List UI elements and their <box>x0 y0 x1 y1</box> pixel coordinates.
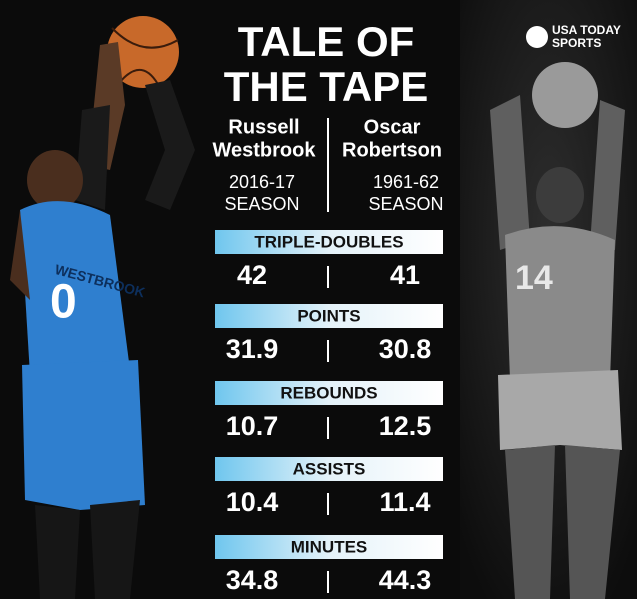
stat-value: 31.9 <box>226 334 279 364</box>
stat-label: POINTS <box>297 306 360 325</box>
logo-circle <box>526 26 548 48</box>
stat-value: 42 <box>237 260 267 290</box>
logo-text: SPORTS <box>552 36 601 50</box>
stat-label: REBOUNDS <box>280 383 377 402</box>
jersey-number: 0 <box>50 276 77 329</box>
right-player-photo: 14 <box>490 62 625 599</box>
jersey-number: 14 <box>515 259 553 297</box>
stat-value: 34.8 <box>226 565 279 595</box>
left-player-photo: WESTBROOK 0 <box>10 16 195 599</box>
stat-bar <box>215 535 443 559</box>
stat-bar <box>215 230 443 254</box>
stats: TRIPLE-DOUBLES 42 41 POINTS 31.9 30.8REBOUNDS… <box>215 230 443 595</box>
stat-value: 11.4 <box>379 487 430 517</box>
player-name: Westbrook <box>213 139 317 161</box>
stat-bar <box>215 457 443 481</box>
stat-bar <box>215 381 443 405</box>
stat-value: 12.5 <box>379 411 432 441</box>
stat-value: 41 <box>390 260 420 290</box>
player-name: Robertson <box>342 139 442 161</box>
title: THE TAPE <box>224 63 429 110</box>
title: TALE OF <box>238 18 415 65</box>
stat-value: 10.7 <box>226 411 279 441</box>
stat-bar <box>215 304 443 328</box>
stat-label: ASSISTS <box>293 459 366 478</box>
stat-label: MINUTES <box>291 537 368 556</box>
season: SEASON <box>224 194 299 214</box>
stat-label: TRIPLE-DOUBLES <box>254 232 403 251</box>
stat-value: 10.4 <box>226 487 279 517</box>
stat-value: 44.3 <box>379 565 432 595</box>
logo-text: USA TODAY <box>552 23 621 37</box>
player-name: Oscar <box>364 116 421 138</box>
player-name: Russell <box>228 116 299 138</box>
season: SEASON <box>368 194 443 214</box>
season: 2016-17 <box>229 172 295 192</box>
stat-value: 30.8 <box>379 334 432 364</box>
season: 1961-62 <box>373 172 439 192</box>
